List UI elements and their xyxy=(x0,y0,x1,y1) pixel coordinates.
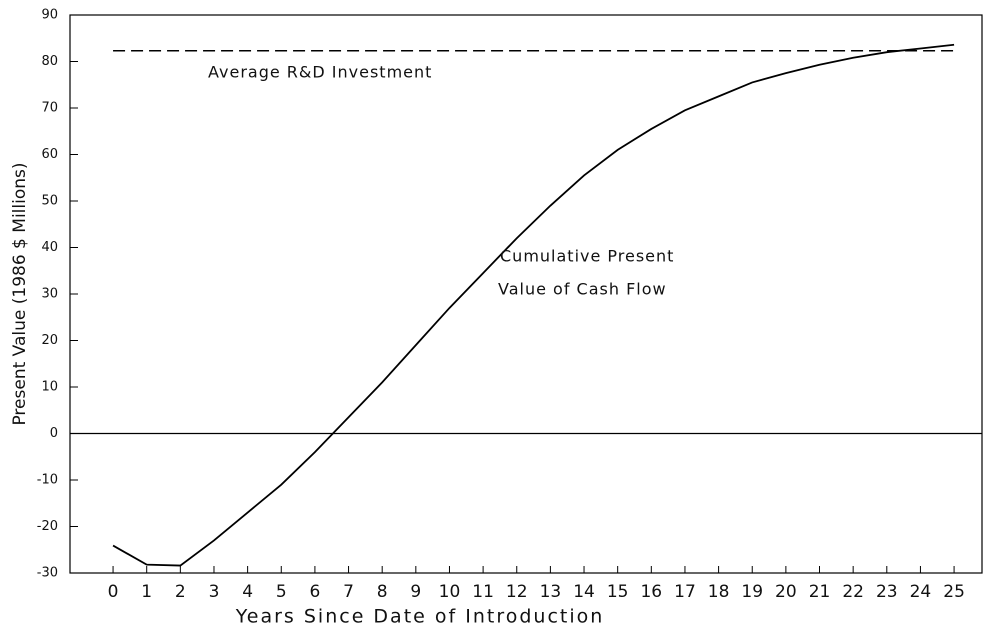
x-tick-label: 25 xyxy=(943,582,965,602)
y-tick-label: -10 xyxy=(37,473,58,488)
x-tick-label: 23 xyxy=(876,582,898,602)
x-tick-label: 3 xyxy=(209,582,220,602)
y-tick-label: 60 xyxy=(41,147,58,162)
annotation: Cumulative Present xyxy=(500,247,674,266)
x-tick-label: 19 xyxy=(741,582,763,602)
y-tick-label: 0 xyxy=(50,426,58,441)
x-tick-label: 10 xyxy=(439,582,461,602)
y-tick-label: 90 xyxy=(41,8,58,23)
x-tick-label: 8 xyxy=(377,582,388,602)
x-tick-label: 6 xyxy=(309,582,320,602)
y-tick-label: 80 xyxy=(41,54,58,69)
y-axis-label: Present Value (1986 $ Millions) xyxy=(10,162,30,425)
line xyxy=(112,43,955,567)
x-tick-label: 22 xyxy=(842,582,864,602)
y-tick-label: 70 xyxy=(41,101,58,116)
x-tick-label: 15 xyxy=(607,582,629,602)
x-tick-label: 5 xyxy=(276,582,287,602)
y-tick-label: 10 xyxy=(41,380,58,395)
annotation: Average R&D Investment xyxy=(208,63,432,82)
x-tick-label: 24 xyxy=(910,582,932,602)
x-tick-label: 11 xyxy=(472,582,494,602)
x-tick-label: 13 xyxy=(540,582,562,602)
y-tick-label: 20 xyxy=(41,333,58,348)
x-tick-label: 9 xyxy=(410,582,421,602)
y-tick-label: 40 xyxy=(41,240,58,255)
x-tick-label: 12 xyxy=(506,582,528,602)
y-tick-label: -30 xyxy=(37,566,58,581)
y-tick-label: -20 xyxy=(37,519,58,534)
y-tick-label: 30 xyxy=(41,287,58,302)
x-tick-label: 17 xyxy=(674,582,696,602)
x-tick-label: 1 xyxy=(141,582,152,602)
x-tick-label: 7 xyxy=(343,582,354,602)
x-tick-label: 0 xyxy=(108,582,119,602)
x-tick-label: 2 xyxy=(175,582,186,602)
x-tick-label: 4 xyxy=(242,582,253,602)
x-axis-label: Years Since Date of Introduction xyxy=(235,606,605,628)
x-tick-label: 20 xyxy=(775,582,797,602)
annotation: Value of Cash Flow xyxy=(498,280,667,299)
x-tick-label: 18 xyxy=(708,582,730,602)
x-tick-label: 21 xyxy=(809,582,831,602)
y-tick-label: 50 xyxy=(41,194,58,209)
x-tick-label: 16 xyxy=(640,582,662,602)
x-tick-label: 14 xyxy=(573,582,595,602)
